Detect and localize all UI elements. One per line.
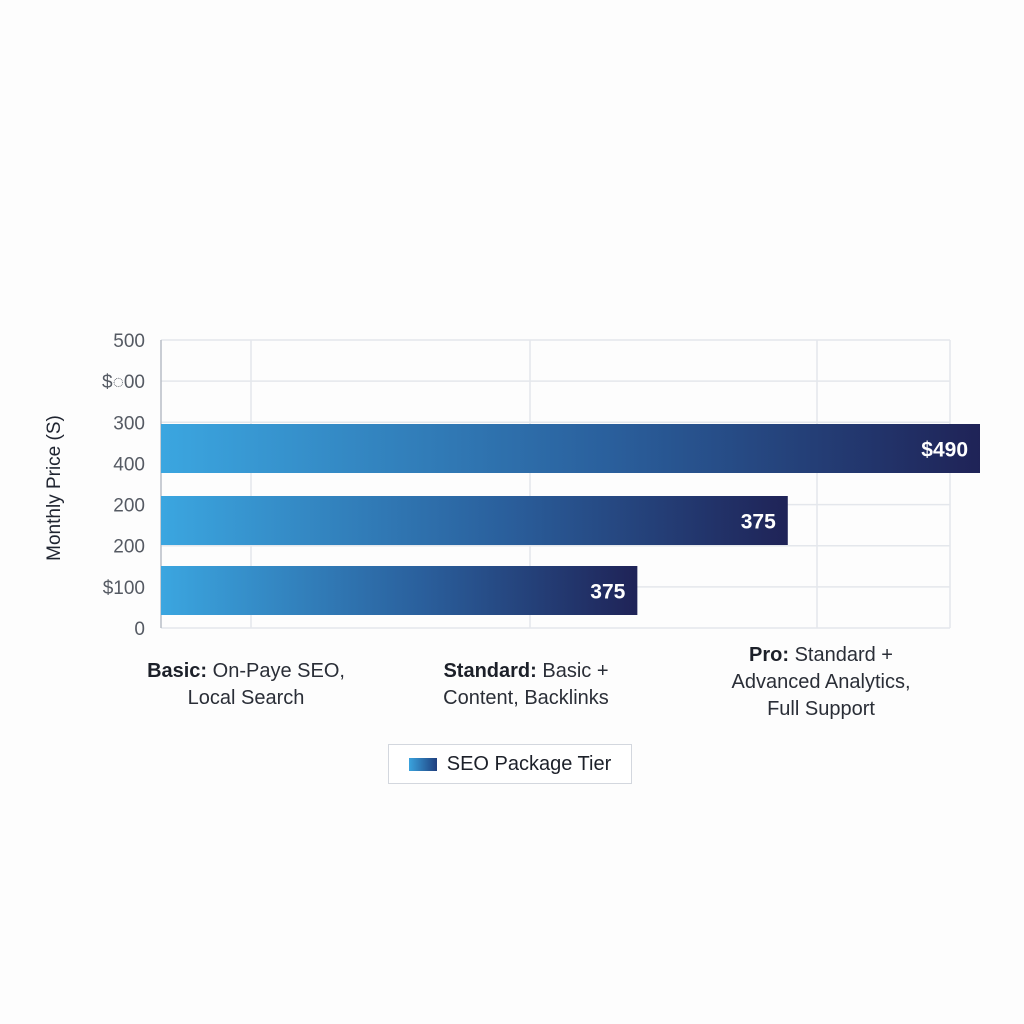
category-description: On-Paye SEO, (207, 660, 345, 682)
bar (161, 424, 980, 473)
bars: $490 375 375 (161, 424, 980, 615)
y-tick-label: 0 (134, 619, 145, 640)
y-tick-labels: 500 $◌00 300 400 200 200 $100 0 (102, 331, 145, 640)
category-name: Pro: (749, 644, 790, 666)
y-tick-label: 400 (113, 454, 145, 475)
category-label: Standard: Basic + Content, Backlinks (396, 658, 656, 712)
category-name: Standard: (443, 660, 537, 682)
category-label-line: Content, Backlinks (443, 687, 609, 709)
category-label: Basic: On-Paye SEO, Local Search (116, 658, 376, 712)
y-tick-label: 300 (113, 413, 145, 434)
category-label: Pro: Standard + Advanced Analytics, Full S… (691, 642, 951, 723)
category-label-line: Local Search (187, 687, 305, 709)
bar (161, 566, 638, 615)
legend: SEO Package Tier (388, 744, 632, 784)
y-tick-label: 500 (113, 331, 145, 352)
y-axis-title: Monthly Price (S) (44, 415, 65, 561)
category-label-line: Pro: Standard + (691, 642, 951, 669)
category-name: Basic: (147, 660, 208, 682)
y-tick-label: 200 (113, 537, 145, 558)
y-tick-label: 200 (113, 496, 145, 517)
category-label-line: Advanced Analytics, (731, 671, 911, 693)
bar-value-label: 375 (741, 511, 776, 534)
category-label-line: Standard: Basic + (396, 658, 656, 685)
legend-swatch (408, 757, 437, 771)
bar-value-label: 375 (590, 581, 625, 604)
bar (161, 496, 788, 545)
category-label-line: Full Support (767, 698, 875, 720)
category-description: Standard + (789, 644, 893, 666)
category-label-line: Basic: On-Paye SEO, (116, 658, 376, 685)
legend-label: SEO Package Tier (446, 752, 612, 775)
bar-value-label: $490 (921, 439, 968, 462)
y-tick-label: $◌00 (102, 372, 145, 393)
y-tick-label: $100 (103, 578, 145, 599)
category-description: Basic + (536, 660, 609, 682)
